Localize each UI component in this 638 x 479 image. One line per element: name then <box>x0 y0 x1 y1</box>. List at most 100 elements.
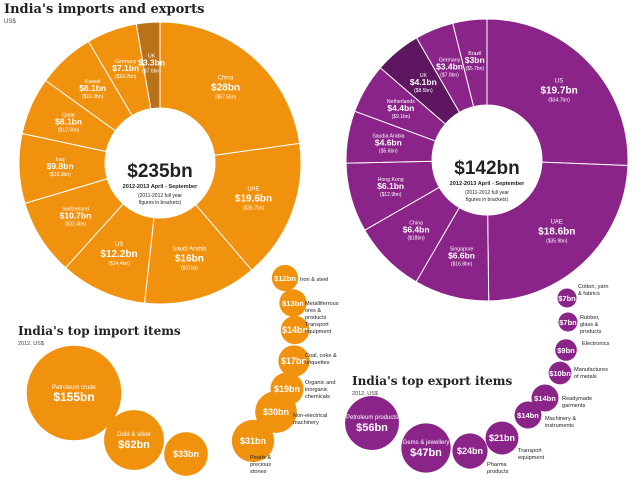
bubble-gems-jewellery <box>401 423 451 473</box>
center-note-2: figures in brackets) <box>466 197 509 203</box>
slice-value-qatar: $8.1bn <box>55 116 82 126</box>
slice-name-uae: UAE <box>247 186 259 192</box>
bubble-name-non-electrical-machinery-2: machinery <box>293 420 319 426</box>
center-period: 2012-2013 April - September <box>450 181 526 187</box>
slice-uae <box>195 142 302 271</box>
slice-fy-china: ($57.5bn) <box>215 95 237 101</box>
bubble-name-coal-coke-briquettes-0: Coal, coke & <box>305 353 337 359</box>
center-note-1: (2011-2012 full year <box>465 190 509 196</box>
bubble-transport-equipment <box>280 315 310 345</box>
bubble-name-machinery-instruments-1: instruments <box>545 423 574 429</box>
slice-uk <box>135 21 161 110</box>
bubble-machinery-instruments <box>514 401 542 429</box>
slice-brazil <box>452 18 488 108</box>
slice-fy-germany: ($7.9bn) <box>440 72 459 78</box>
bubble-value-organic-and-inorganic-chemicals: $19bn <box>274 384 300 394</box>
import-items-bubbles: India's top import items 2012, US$ Petrole… <box>18 264 339 476</box>
slice-value-iraq: $9.8bn <box>47 161 74 171</box>
slice-name-netherlands: Netherlands <box>387 99 415 105</box>
bubble-value-petroleum-products: $56bn <box>356 422 388 434</box>
slice-value-saudia-arabia: $4.6bn <box>375 138 402 148</box>
slice-name-brazil: Brazil <box>468 51 481 57</box>
donut-center <box>433 106 541 214</box>
slice-fy-singapore: ($16.8bn) <box>451 262 473 268</box>
slice-fy-saudia-arabia: ($5.6bn) <box>379 149 398 155</box>
slice-fy-germany: ($16.2bn) <box>115 74 137 80</box>
slice-name-saudi-arabia: Saudi Arabia <box>172 247 207 253</box>
slice-fy-uae: ($35.7bn) <box>243 205 265 211</box>
bubble-value-metalliferrous-ores-products: $13bn <box>282 299 304 308</box>
bubble-title: India's top import items <box>18 324 181 338</box>
slice-value-uae: $18.6bn <box>538 227 575 238</box>
bubble-name-pearls-precious-stones-0: Pearls & <box>250 455 271 461</box>
bubble-petroleum-crude <box>26 345 122 441</box>
bubble-name-rubber-glass-products-1: glass & <box>580 322 599 328</box>
slice-name-switzerland: Switzerland <box>62 206 89 212</box>
slice-fy-saudi-arabia: ($31bn) <box>181 266 199 272</box>
bubble-value-electronic-goods: $33bn <box>173 449 199 459</box>
bubble-value-transport-equipment: $14bn <box>282 325 308 335</box>
bubble-value-gold-silver: $62bn <box>118 439 150 451</box>
slice-value-china: $6.4bn <box>403 224 430 234</box>
bubble-name-organic-and-inorganic-chemicals-1: inorganic <box>305 387 328 393</box>
center-note-2: figures in brackets) <box>139 200 182 206</box>
bubble-name-iron-steel-0: Iron & steel <box>300 277 328 283</box>
bubble-iron-steel <box>271 264 299 292</box>
bubble-transport-equipment <box>485 421 519 455</box>
slice-value-netherlands: $4.4bn <box>387 103 414 113</box>
slice-fy-netherlands: ($9.1bn) <box>392 114 411 120</box>
bubble-value-coal-coke-briquettes: $17bn <box>281 356 307 366</box>
exports-donut: US$19.7bn($34.7bn) UAE$18.6bn($35.9bn) Sin… <box>345 18 629 302</box>
bubble-gold-silver <box>104 410 164 470</box>
slice-name-china: China <box>409 220 423 226</box>
center-total: $142bn <box>454 158 519 179</box>
slice-fy-brazil: ($5.7bn) <box>465 66 484 72</box>
slice-name-hong-kong: Hong Kong <box>378 177 404 183</box>
slice-value-germany: $3.4bn <box>436 61 463 71</box>
slice-fy-uk: ($7.6bn) <box>142 68 161 74</box>
bubble-name-cotton-yarn-fabrics-1: & fabrics <box>578 291 600 297</box>
bubble-electronics <box>555 339 577 361</box>
bubble-name-machinery-instruments-0: Machinery & <box>545 416 576 422</box>
center-title: Exports <box>452 134 523 155</box>
slice-value-saudi-arabia: $16bn <box>175 254 204 265</box>
bubble-name-pharma-products-0: Pharma <box>487 462 507 468</box>
slice-fy-kuwait: ($16.3bn) <box>82 94 104 100</box>
slice-value-uae: $19.6bn <box>235 193 272 204</box>
bubble-value-transport-equipment: $21bn <box>489 433 515 443</box>
center-period: 2012-2013 April - September <box>123 184 199 190</box>
center-title: Imports <box>125 137 195 158</box>
bubble-name-metalliferrous-ores-products-3: products <box>305 315 327 321</box>
bubble-name-transport-equipment-0: Transport <box>518 448 542 454</box>
bubble-value-iron-steel: $12bn <box>274 274 296 283</box>
slice-value-germany: $7.1bn <box>112 63 139 73</box>
bubble-name-manufactures-of-metals-0: Manufactures <box>574 367 608 373</box>
slice-name-uae: UAE <box>551 220 563 226</box>
slice-value-us: $19.7bn <box>540 86 577 97</box>
bubble-electronic-goods <box>164 432 208 476</box>
bubble-name-gems-jewellery: Gems & jewellery <box>403 440 450 446</box>
slice-fy-qatar: ($12.9bn) <box>58 127 80 133</box>
slice-uae <box>487 161 629 302</box>
slice-value-singapore: $6.6bn <box>448 251 475 261</box>
slice-value-uk: $4.1bn <box>410 77 437 87</box>
bubble-name-petroleum-products: Petroleum products <box>346 415 398 421</box>
slice-value-us: $12.2bn <box>100 249 137 260</box>
bubble-value-readymade-garments: $14bn <box>534 394 556 403</box>
bubble-value-non-electrical-machinery: $30bn <box>263 407 289 417</box>
slice-value-uk: $3.3bn <box>138 57 165 67</box>
slice-name-germany: Germany <box>439 57 461 63</box>
slice-fy-us: ($24.4bn) <box>108 261 130 267</box>
slice-name-uk: UK <box>420 73 428 79</box>
bubble-name-pharma-products-1: products <box>487 469 509 475</box>
center-total: $235bn <box>127 161 192 182</box>
bubble-name-electronics-0: Electronics <box>582 341 610 347</box>
bubble-organic-and-inorganic-chemicals <box>270 372 304 406</box>
bubble-pharma-products <box>452 433 488 469</box>
slice-fy-iraq: ($18.9bn) <box>49 172 71 178</box>
bubble-name-coal-coke-briquettes-1: briquettes <box>305 360 330 366</box>
page-unit: US$ <box>4 19 16 25</box>
bubble-metalliferrous-ores-products <box>279 289 307 317</box>
bubble-pearls-precious-stones <box>231 419 275 463</box>
